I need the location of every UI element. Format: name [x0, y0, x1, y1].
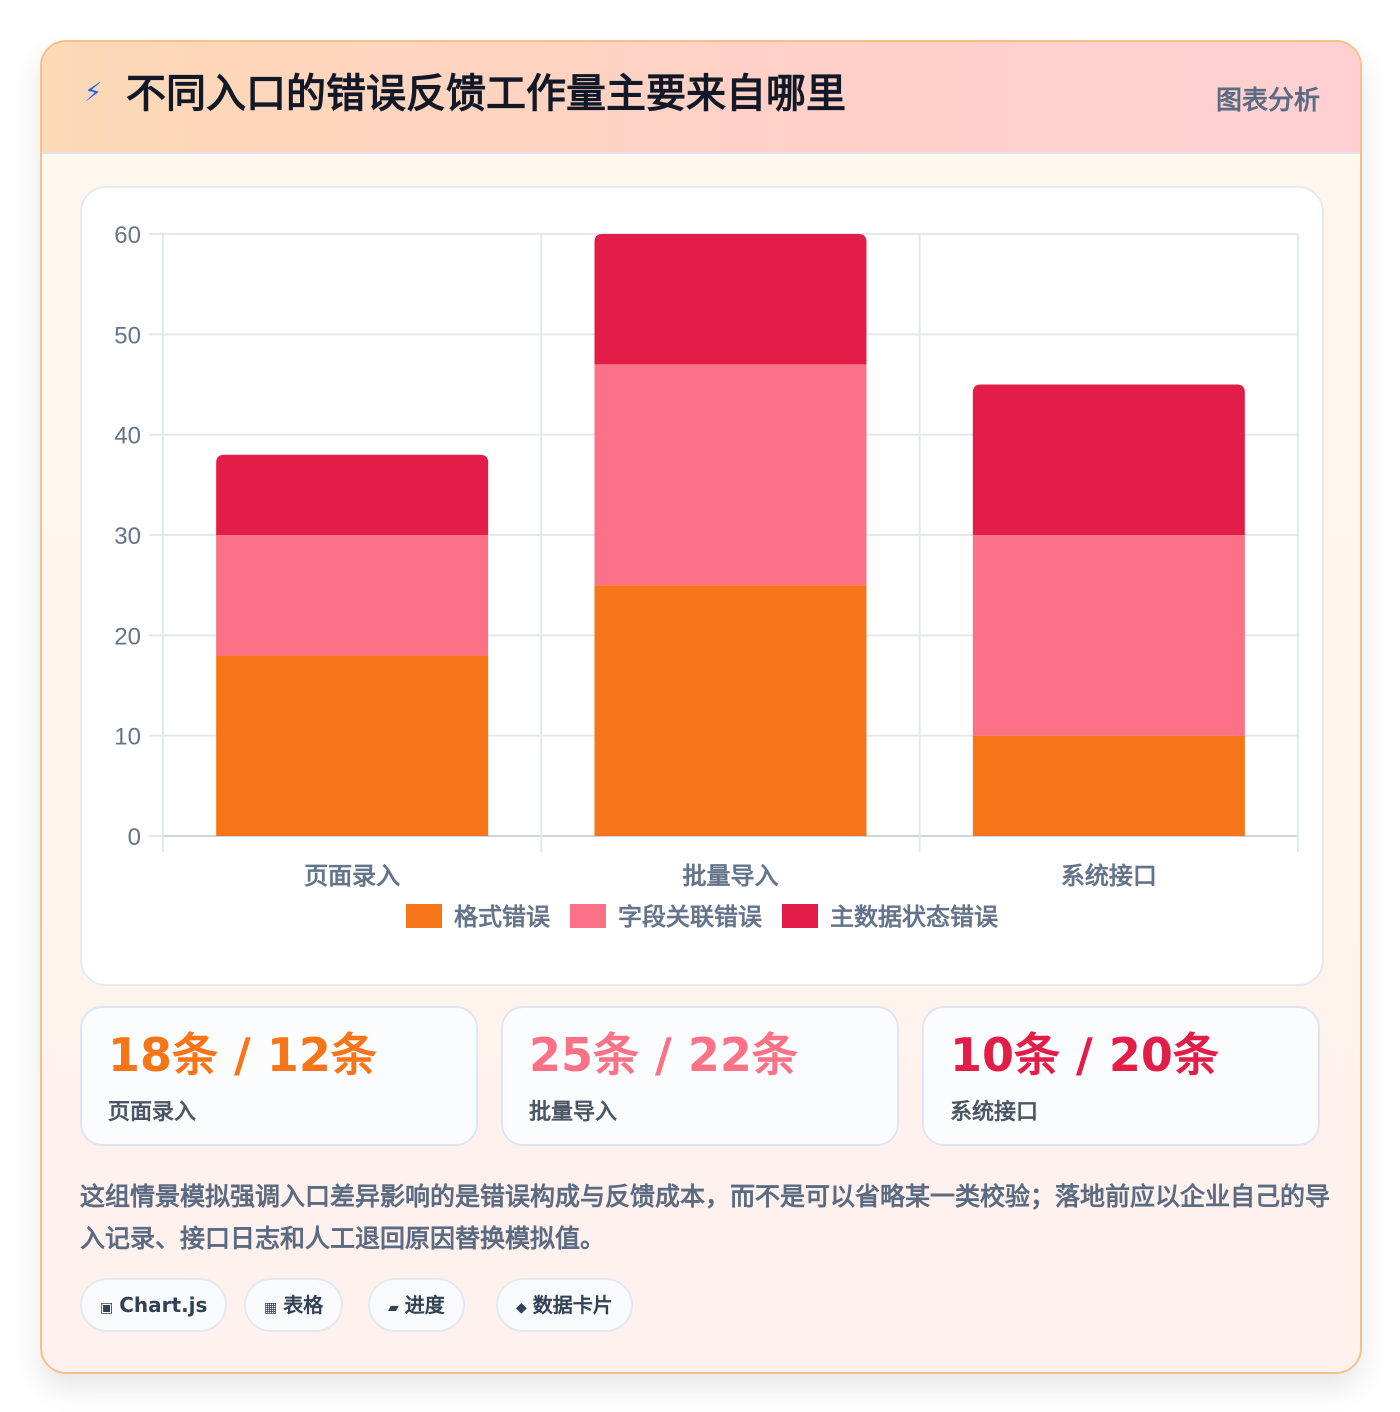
card-header: ⚡ 不同入口的错误反馈工作量主要来自哪里 图表分析 — [42, 42, 1360, 154]
stat-card-system-api: 10条 / 20条 系统接口 — [922, 1006, 1320, 1146]
y-tick-label: 50 — [114, 322, 141, 349]
legend-label: 字段关联错误 — [618, 903, 763, 931]
chip-label: 表格 — [283, 1293, 324, 1317]
table-grid-icon: ▦ — [264, 1300, 278, 1316]
stat-label: 页面录入 — [108, 1100, 197, 1125]
lightning-icon: ⚡ — [84, 78, 103, 108]
progress-bar-icon: ▰ — [388, 1300, 399, 1316]
chip-table[interactable]: ▦ 表格 — [244, 1278, 344, 1332]
legend-label: 格式错误 — [454, 903, 551, 931]
y-tick-label: 10 — [114, 724, 141, 751]
legend-swatch — [406, 904, 442, 928]
legend-label: 主数据状态错误 — [830, 903, 999, 931]
diamond-icon: ◆ — [516, 1300, 527, 1316]
bar-segment — [594, 234, 867, 365]
stat-card-batch-import: 25条 / 22条 批量导入 — [501, 1006, 899, 1146]
chip-label: 数据卡片 — [532, 1293, 613, 1317]
chip-data-card[interactable]: ◆ 数据卡片 — [496, 1278, 633, 1332]
chip-label: Chart.js — [119, 1293, 208, 1317]
chart-title: 不同入口的错误反馈工作量主要来自哪里 — [126, 71, 846, 117]
stat-value: 18条 / 12条 — [108, 1028, 377, 1082]
chart-card: ⚡ 不同入口的错误反馈工作量主要来自哪里 图表分析 0 10 20 30 40 50 60 页… — [40, 40, 1362, 1374]
stat-card-page-entry: 18条 / 12条 页面录入 — [80, 1006, 478, 1146]
x-tick-label: 系统接口 — [1061, 862, 1157, 890]
bar-segment — [972, 535, 1245, 736]
bar-segment — [972, 735, 1245, 836]
chip-label: 进度 — [404, 1293, 445, 1317]
chart-container: 0 10 20 30 40 50 60 页面录入 批量导入 系统接口格式错误 字段关联错误 主数据状态… — [80, 186, 1324, 986]
header-tag: 图表分析 — [1215, 86, 1320, 116]
y-tick-label: 0 — [128, 824, 141, 851]
bar-segment — [216, 655, 489, 836]
chip-chartjs[interactable]: ▣ Chart.js — [80, 1278, 228, 1332]
legend-swatch — [570, 904, 606, 928]
y-tick-label: 30 — [114, 523, 141, 550]
y-tick-label: 20 — [114, 623, 141, 650]
bar-segment — [216, 535, 489, 656]
y-tick-label: 60 — [114, 222, 141, 249]
x-tick-label: 页面录入 — [304, 862, 400, 890]
stat-value: 25条 / 22条 — [529, 1028, 798, 1082]
analysis-note: 这组情景模拟强调入口差异影响的是错误构成与反馈成本，而不是可以省略某一类校验；落… — [80, 1182, 1331, 1253]
bar-segment — [972, 384, 1245, 535]
x-tick-label: 批量导入 — [683, 862, 779, 890]
y-tick-label: 40 — [114, 423, 141, 450]
stat-label: 批量导入 — [529, 1100, 618, 1125]
legend-swatch — [782, 904, 818, 928]
stat-value: 10条 / 20条 — [950, 1028, 1219, 1082]
bar-segment — [594, 585, 867, 836]
bar-segment — [216, 454, 489, 535]
bar-segment — [594, 364, 867, 586]
chart-square-icon: ▣ — [100, 1300, 114, 1316]
stat-label: 系统接口 — [950, 1100, 1039, 1125]
chip-progress[interactable]: ▰ 进度 — [368, 1278, 465, 1332]
